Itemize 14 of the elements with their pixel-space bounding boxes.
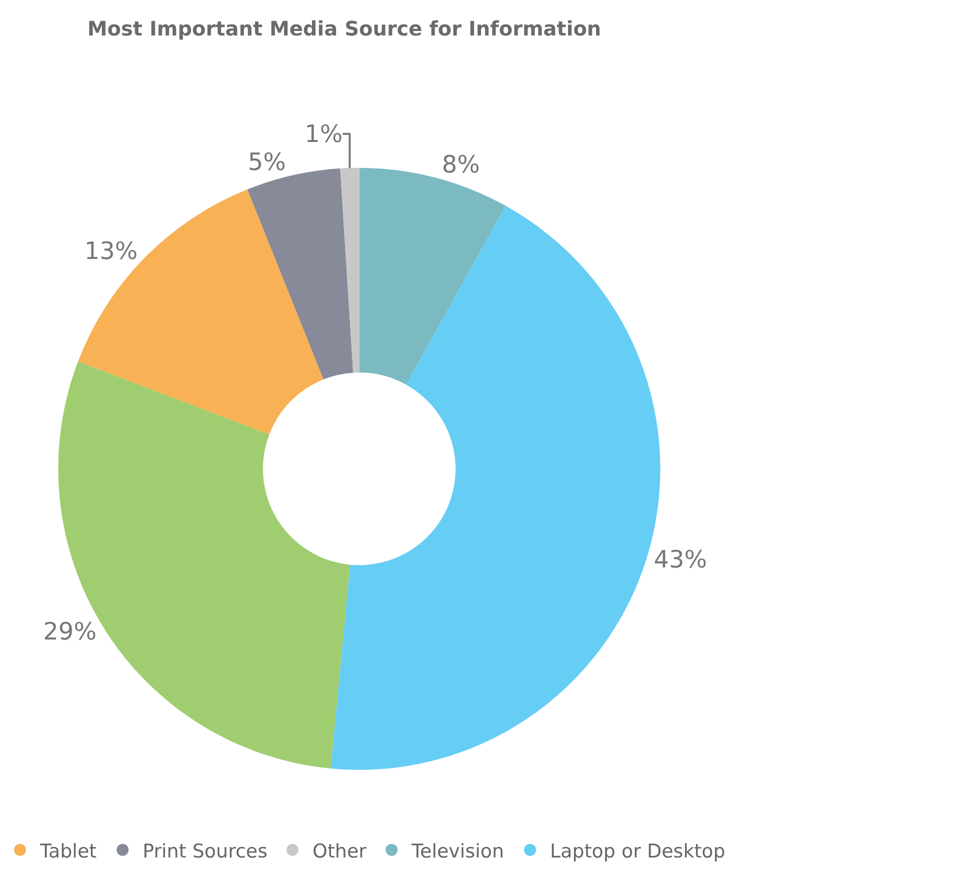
legend-label: Other xyxy=(312,840,367,862)
legend-label: Television xyxy=(410,840,504,862)
donut-slice xyxy=(340,168,360,373)
donut-slice xyxy=(78,189,324,434)
chart-title: Most Important Media Source for Information xyxy=(87,16,602,41)
data-label: 43% xyxy=(654,545,708,574)
legend-label: Print Sources xyxy=(142,840,268,862)
data-label: 1% xyxy=(304,120,343,148)
data-label: 8% xyxy=(442,150,480,178)
legend-label: Laptop or Desktop xyxy=(550,840,726,862)
data-label: 13% xyxy=(84,236,138,265)
data-label: 29% xyxy=(43,617,96,646)
data-label: 5% xyxy=(248,148,286,176)
legend-label: Tablet xyxy=(39,840,97,862)
